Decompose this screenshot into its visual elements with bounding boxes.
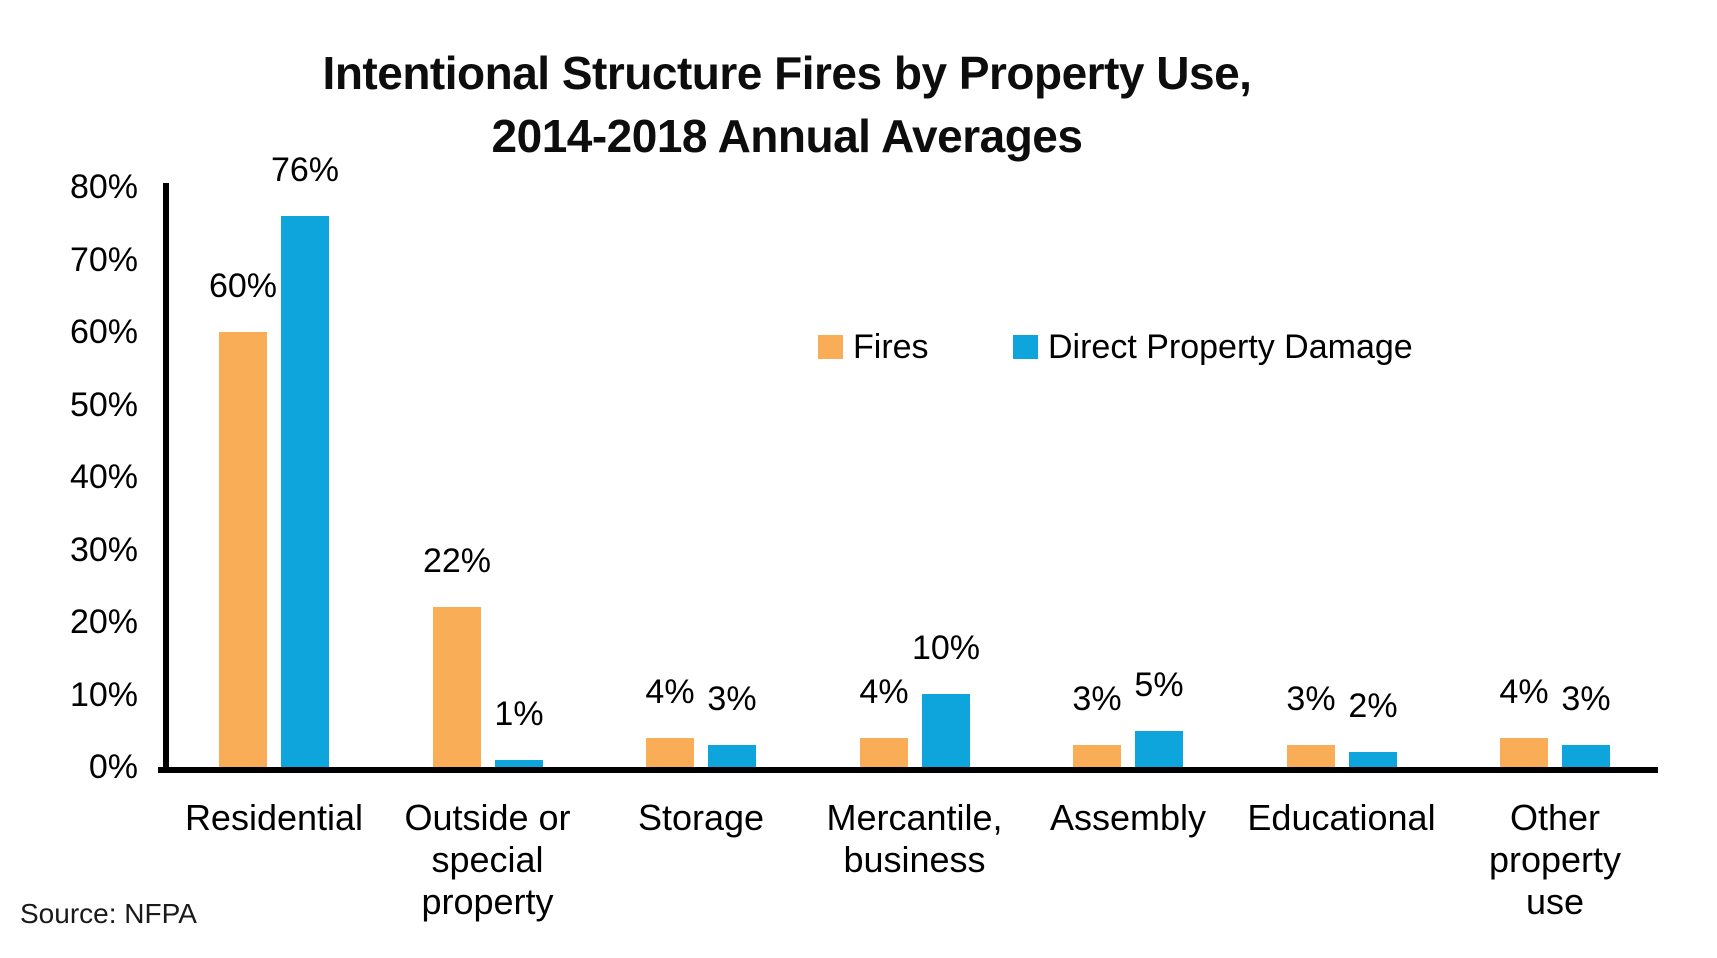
data-label-direct-property-damage-assembly: 5% xyxy=(1134,666,1184,704)
bar-direct-property-damage-educational xyxy=(1349,752,1397,767)
legend-swatch-damage-icon xyxy=(1013,335,1038,359)
bar-fires-assembly xyxy=(1073,745,1121,767)
y-axis-line xyxy=(163,183,169,773)
chart-title-line1: Intentional Structure Fires by Property … xyxy=(322,47,1252,99)
source-note: Source: NFPA xyxy=(20,898,197,929)
data-label-direct-property-damage-residential: 76% xyxy=(270,151,340,189)
x-axis-label-educational: Educational xyxy=(1247,797,1436,838)
y-axis-tick-70: 70% xyxy=(69,240,138,279)
data-label-fires-storage: 4% xyxy=(645,673,695,711)
data-label-direct-property-damage-storage: 3% xyxy=(707,680,757,718)
y-axis-tick-50: 50% xyxy=(69,385,138,424)
y-axis-tick-0: 0% xyxy=(88,748,138,786)
x-axis-label-mercantile: Mercantile, business xyxy=(826,797,1003,880)
y-axis-tick-80: 80% xyxy=(69,168,138,206)
data-label-fires-educational: 3% xyxy=(1286,680,1336,718)
bar-fires-other xyxy=(1500,738,1548,767)
bar-direct-property-damage-assembly xyxy=(1135,731,1183,767)
data-label-fires-mercantile: 4% xyxy=(859,673,909,711)
bar-fires-storage xyxy=(646,738,694,767)
bar-direct-property-damage-residential xyxy=(281,216,329,767)
legend-label-damage: Direct Property Damage xyxy=(1048,328,1413,366)
chart-title: Intentional Structure Fires by Property … xyxy=(87,42,1487,168)
bar-direct-property-damage-storage xyxy=(708,745,756,767)
x-axis-label-outside-or: Outside or special property xyxy=(404,797,571,922)
y-axis-tick-40: 40% xyxy=(69,458,138,496)
x-axis-label-other: Other property use xyxy=(1488,797,1622,922)
data-label-fires-residential: 60% xyxy=(208,267,278,305)
data-label-direct-property-damage-mercantile: 10% xyxy=(911,629,981,667)
y-axis-tick-30: 30% xyxy=(69,530,138,569)
data-label-fires-outside-or: 22% xyxy=(422,542,492,580)
legend-label-fires: Fires xyxy=(853,328,929,366)
x-axis-label-residential: Residential xyxy=(184,797,364,838)
data-label-fires-other: 4% xyxy=(1499,673,1549,711)
x-axis-line xyxy=(158,767,1658,773)
y-axis-tick-20: 20% xyxy=(69,603,138,641)
data-label-direct-property-damage-outside-or: 1% xyxy=(494,695,544,733)
y-axis-tick-10: 10% xyxy=(69,675,138,714)
bar-fires-residential xyxy=(219,332,267,767)
bar-fires-educational xyxy=(1287,745,1335,767)
x-axis-label-assembly: Assembly xyxy=(1049,797,1207,838)
legend-swatch-fires-icon xyxy=(818,335,843,359)
chart-title-line2: 2014-2018 Annual Averages xyxy=(491,110,1083,162)
bar-fires-mercantile xyxy=(860,738,908,767)
data-label-direct-property-damage-other: 3% xyxy=(1561,680,1611,718)
data-label-direct-property-damage-educational: 2% xyxy=(1348,687,1398,725)
bar-direct-property-damage-mercantile xyxy=(922,694,970,767)
bar-fires-outside-or xyxy=(433,607,481,767)
y-axis-tick-60: 60% xyxy=(69,313,138,351)
data-label-fires-assembly: 3% xyxy=(1072,680,1122,718)
x-axis-label-storage: Storage xyxy=(637,797,765,838)
bar-direct-property-damage-other xyxy=(1562,745,1610,767)
bar-direct-property-damage-outside-or xyxy=(495,760,543,767)
